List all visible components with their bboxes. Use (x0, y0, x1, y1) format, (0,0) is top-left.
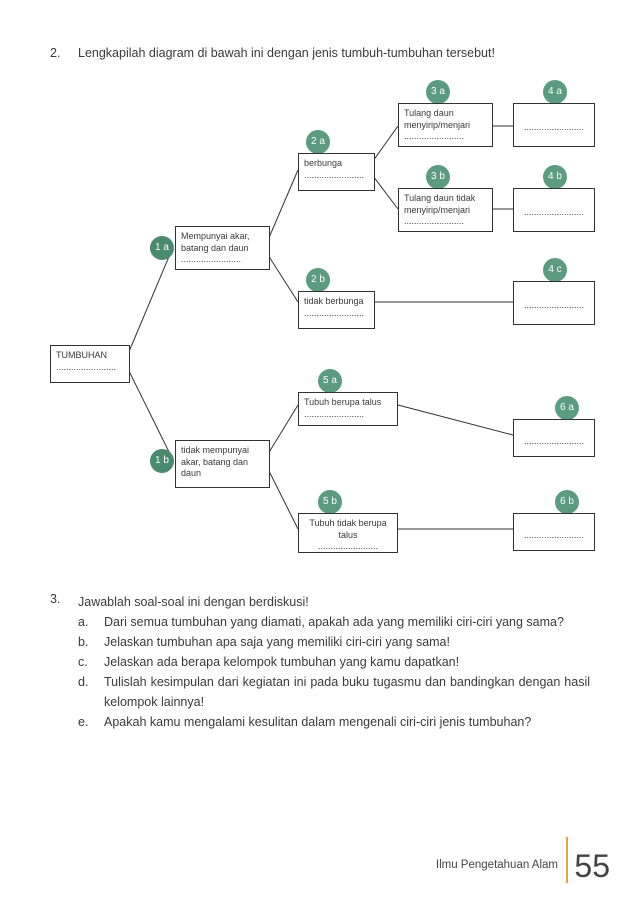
node-1a-label: Mempunyai akar, batang dan daun (181, 231, 250, 253)
q2-instruction: Lengkapilah diagram di bawah ini dengan … (78, 46, 598, 60)
node-6a: ........................ (513, 419, 595, 457)
blank: ........................ (304, 409, 392, 421)
q3-block: Jawablah soal-soal ini dengan berdiskusi… (50, 592, 590, 732)
node-1b: tidak mempunyai akar, batang dan daun ..… (175, 440, 270, 488)
node-3a-label: Tulang daun menyirip/menjari (404, 108, 470, 130)
blank: ........................ (56, 362, 124, 374)
q3-item-c: c.Jelaskan ada berapa kelompok tumbuhan … (50, 652, 590, 672)
node-1b-label: tidak mempunyai akar, batang dan daun (181, 445, 249, 478)
badge-2b: 2 b (306, 268, 330, 292)
badge-6b: 6 b (555, 490, 579, 514)
node-2a-label: berbunga (304, 158, 342, 168)
blank: ........................ (519, 436, 589, 448)
blank: ........................ (519, 530, 589, 542)
badge-3a: 3 a (426, 80, 450, 104)
node-3b: Tulang daun tidak menyirip/menjari .....… (398, 188, 493, 232)
footer-divider (566, 837, 568, 883)
blank: ........................ (519, 122, 589, 134)
badge-3b: 3 b (426, 165, 450, 189)
node-2b-label: tidak berbunga (304, 296, 364, 306)
node-4b: ........................ (513, 188, 595, 232)
badge-1a: 1 a (150, 236, 174, 260)
node-1a: Mempunyai akar, batang dan daun ........… (175, 226, 270, 270)
q3-stem: Jawablah soal-soal ini dengan berdiskusi… (50, 592, 590, 612)
node-4a: ........................ (513, 103, 595, 147)
blank: ........................ (404, 131, 487, 143)
blank: ........................ (404, 216, 487, 228)
node-2b: tidak berbunga ........................ (298, 291, 375, 329)
page-number: 55 (574, 848, 610, 885)
blank: ........................ (519, 300, 589, 312)
footer-subject: Ilmu Pengetahuan Alam (436, 859, 558, 871)
q2-number: 2. (50, 46, 60, 60)
badge-5b: 5 b (318, 490, 342, 514)
node-5a: Tubuh berupa talus .....................… (298, 392, 398, 426)
badge-1b: 1 b (150, 449, 174, 473)
q3-item-d: d.Tulislah kesimpulan dari kegiatan ini … (50, 672, 590, 712)
node-6b: ........................ (513, 513, 595, 551)
blank: ........................ (181, 254, 264, 266)
badge-4b: 4 b (543, 165, 567, 189)
node-2a: berbunga ........................ (298, 153, 375, 191)
blank: ........................ (519, 207, 589, 219)
node-root: TUMBUHAN ........................ (50, 345, 130, 383)
blank: ........................ (304, 308, 369, 320)
node-3a: Tulang daun menyirip/menjari ...........… (398, 103, 493, 147)
node-root-label: TUMBUHAN (56, 350, 107, 360)
node-5b-label: Tubuh tidak berupa talus (309, 518, 386, 540)
badge-6a: 6 a (555, 396, 579, 420)
badge-5a: 5 a (318, 369, 342, 393)
blank: ........................ (304, 170, 369, 182)
q3-item-b: b.Jelaskan tumbuhan apa saja yang memili… (50, 632, 590, 652)
node-3b-label: Tulang daun tidak menyirip/menjari (404, 193, 475, 215)
badge-4a: 4 a (543, 80, 567, 104)
q3-item-e: e.Apakah kamu mengalami kesulitan dalam … (50, 712, 590, 732)
q3-item-a: a.Dari semua tumbuhan yang diamati, apak… (50, 612, 590, 632)
badge-4c: 4 c (543, 258, 567, 282)
blank: ........................ (304, 541, 392, 553)
node-5a-label: Tubuh berupa talus (304, 397, 381, 407)
node-4c: ........................ (513, 281, 595, 325)
badge-2a: 2 a (306, 130, 330, 154)
node-5b: Tubuh tidak berupa talus ...............… (298, 513, 398, 553)
blank: ........................ (181, 480, 264, 492)
